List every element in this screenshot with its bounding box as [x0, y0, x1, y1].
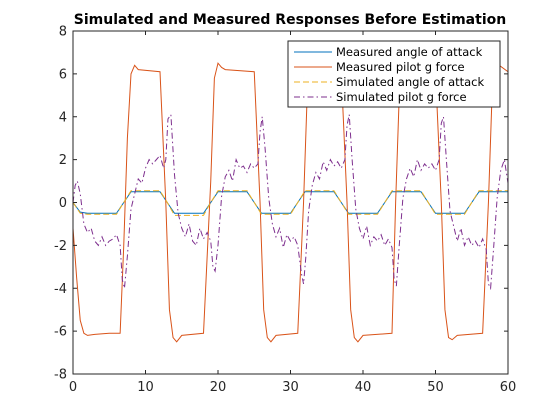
- y-tick-label: -8: [54, 368, 67, 383]
- legend-label: Measured pilot g force: [336, 60, 465, 74]
- axes: 0 10 20 30 40 50 60 -8 -6 -4 -2 0 2 4 6 8: [54, 25, 516, 396]
- x-tick-label: 0: [69, 380, 77, 395]
- y-tick-label: 0: [59, 196, 67, 211]
- y-tick-label: 4: [59, 110, 67, 125]
- legend-label: Measured angle of attack: [336, 45, 483, 59]
- legend-label: Simulated pilot g force: [336, 90, 467, 104]
- y-tick-label: 6: [59, 67, 67, 82]
- x-tick-label: 30: [282, 380, 299, 395]
- legend-label: Simulated angle of attack: [336, 75, 485, 89]
- y-tick-label: 2: [59, 153, 67, 168]
- chart-title: Simulated and Measured Responses Before …: [74, 12, 506, 28]
- x-tick-label: 10: [137, 380, 154, 395]
- series-line-3: [73, 113, 508, 291]
- y-tick-label: 8: [59, 25, 67, 40]
- series-line-2: [73, 190, 508, 216]
- y-tick-label: -6: [54, 325, 67, 340]
- x-tick-label: 20: [210, 380, 227, 395]
- x-tick-label: 60: [500, 380, 517, 395]
- x-tick-label: 40: [355, 380, 372, 395]
- y-tick-label: -2: [54, 239, 67, 254]
- series-line-1: [73, 60, 508, 343]
- y-tick-label: -4: [54, 282, 67, 297]
- x-tick-label: 50: [427, 380, 444, 395]
